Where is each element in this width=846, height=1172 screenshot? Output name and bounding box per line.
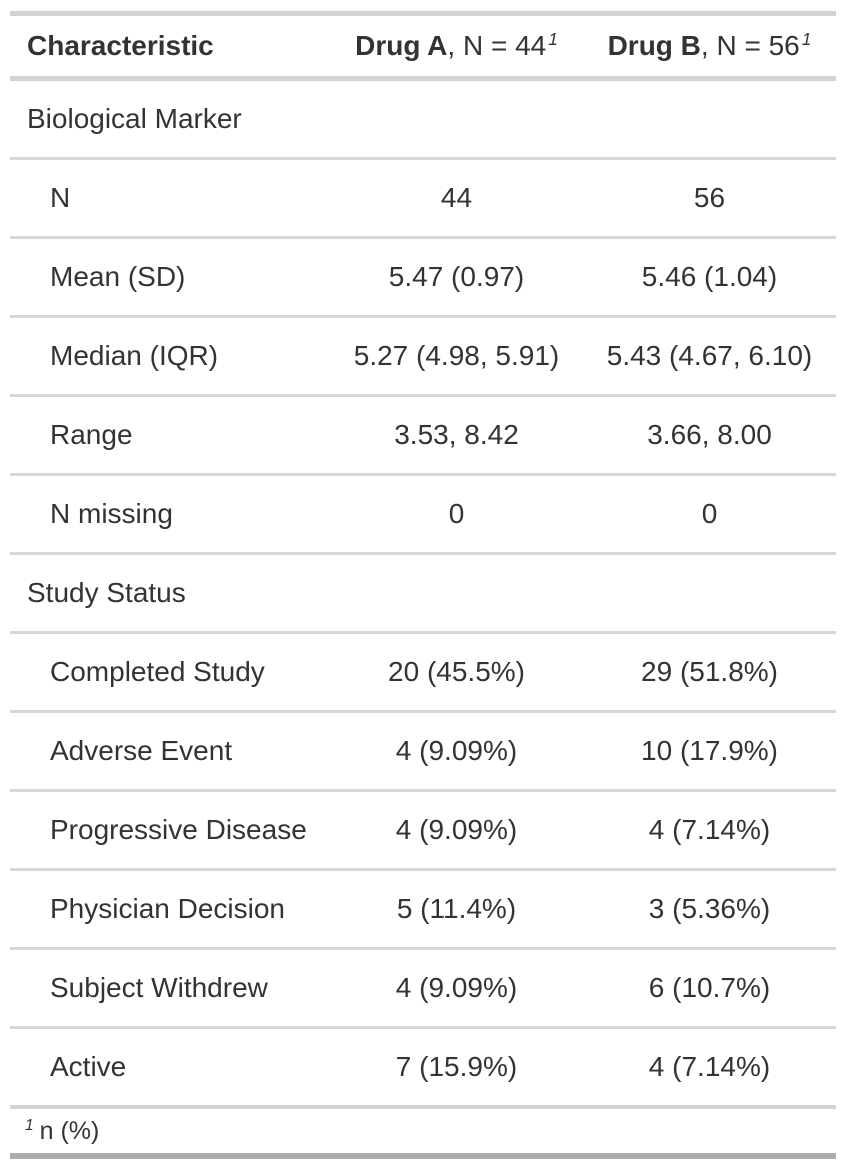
column-header-drug-a: Drug A, N = 44 1: [330, 13, 583, 81]
row-label-cell: Median (IQR): [10, 315, 330, 396]
table-row-active: Active 7 (15.9%) 4 (7.14%): [10, 1026, 836, 1107]
drug-b-value-cell: 4 (7.14%): [583, 1026, 836, 1107]
drug-b-value-cell: 6 (10.7%): [583, 947, 836, 1028]
row-label-cell: Completed Study: [10, 631, 330, 712]
table-row-n-missing: N missing 0 0: [10, 473, 836, 554]
drug-a-value-cell: [330, 552, 583, 633]
summary-table: Characteristic Drug A, N = 44 1 Drug B, N…: [10, 11, 836, 1159]
table-row-physician-decision: Physician Decision 5 (11.4%) 3 (5.36%): [10, 868, 836, 949]
drug-a-value-cell: 5.27 (4.98, 5.91): [330, 315, 583, 396]
drug-a-value-cell: 4 (9.09%): [330, 947, 583, 1028]
row-label-cell: Mean (SD): [10, 236, 330, 317]
column-header-characteristic: Characteristic: [10, 13, 330, 81]
table-row-mean-sd: Mean (SD) 5.47 (0.97) 5.46 (1.04): [10, 236, 836, 317]
footnote-cell: 1 n (%): [10, 1105, 836, 1156]
drug-b-value-cell: 5.43 (4.67, 6.10): [583, 315, 836, 396]
drug-b-n-label: , N = 56: [700, 30, 800, 61]
table-body: Biological Marker N 44 56 Mean (SD) 5.47…: [10, 79, 836, 1107]
footnote-row: 1 n (%): [10, 1105, 836, 1156]
drug-a-value-cell: 4 (9.09%): [330, 710, 583, 791]
table-row-range: Range 3.53, 8.42 3.66, 8.00: [10, 394, 836, 475]
drug-a-name: Drug A: [355, 30, 448, 61]
drug-a-footnote-mark: 1: [548, 28, 558, 49]
row-label-cell: N missing: [10, 473, 330, 554]
drug-b-value-cell: 3 (5.36%): [583, 868, 836, 949]
table-header: Characteristic Drug A, N = 44 1 Drug B, N…: [10, 13, 836, 81]
drug-a-value-cell: 5.47 (0.97): [330, 236, 583, 317]
row-label-cell: Subject Withdrew: [10, 947, 330, 1028]
drug-a-value-cell: 44: [330, 157, 583, 238]
drug-a-value-cell: 3.53, 8.42: [330, 394, 583, 475]
drug-a-value-cell: [330, 79, 583, 159]
row-label-cell: N: [10, 157, 330, 238]
row-label-cell: Study Status: [10, 552, 330, 633]
table-row-group-study-status: Study Status: [10, 552, 836, 633]
table-footer: 1 n (%): [10, 1105, 836, 1156]
row-label-cell: Physician Decision: [10, 868, 330, 949]
table-row-subject-withdrew: Subject Withdrew 4 (9.09%) 6 (10.7%): [10, 947, 836, 1028]
drug-b-value-cell: 3.66, 8.00: [583, 394, 836, 475]
drug-b-value-cell: [583, 79, 836, 159]
column-header-drug-b: Drug B, N = 56 1: [583, 13, 836, 81]
drug-b-value-cell: 0: [583, 473, 836, 554]
drug-a-value-cell: 0: [330, 473, 583, 554]
header-row: Characteristic Drug A, N = 44 1 Drug B, N…: [10, 13, 836, 81]
table-row-median-iqr: Median (IQR) 5.27 (4.98, 5.91) 5.43 (4.6…: [10, 315, 836, 396]
row-label-cell: Range: [10, 394, 330, 475]
table-row-adverse-event: Adverse Event 4 (9.09%) 10 (17.9%): [10, 710, 836, 791]
drug-b-value-cell: 56: [583, 157, 836, 238]
characteristic-header-label: Characteristic: [27, 30, 214, 61]
drug-a-n-label: , N = 44: [447, 30, 547, 61]
table-row-completed-study: Completed Study 20 (45.5%) 29 (51.8%): [10, 631, 836, 712]
drug-b-value-cell: 5.46 (1.04): [583, 236, 836, 317]
row-label-cell: Active: [10, 1026, 330, 1107]
row-label-cell: Biological Marker: [27, 103, 242, 134]
drug-a-value-cell: 4 (9.09%): [330, 789, 583, 870]
drug-b-value-cell: [583, 552, 836, 633]
footnote-marker: 1: [25, 1116, 34, 1134]
drug-a-value-cell: 5 (11.4%): [330, 868, 583, 949]
drug-a-value-cell: 20 (45.5%): [330, 631, 583, 712]
table-row-progressive-disease: Progressive Disease 4 (9.09%) 4 (7.14%): [10, 789, 836, 870]
drug-a-value-cell: 7 (15.9%): [330, 1026, 583, 1107]
drug-b-name: Drug B: [607, 30, 701, 61]
row-label-cell: Adverse Event: [10, 710, 330, 791]
footnote-text: n (%): [39, 1117, 100, 1145]
drug-b-value-cell: 10 (17.9%): [583, 710, 836, 791]
row-label-cell: Progressive Disease: [10, 789, 330, 870]
drug-b-value-cell: 29 (51.8%): [583, 631, 836, 712]
drug-b-footnote-mark: 1: [801, 28, 812, 49]
table-row-n: N 44 56: [10, 157, 836, 238]
table-row-group-biological-marker: Biological Marker: [10, 79, 836, 159]
drug-b-value-cell: 4 (7.14%): [583, 789, 836, 870]
